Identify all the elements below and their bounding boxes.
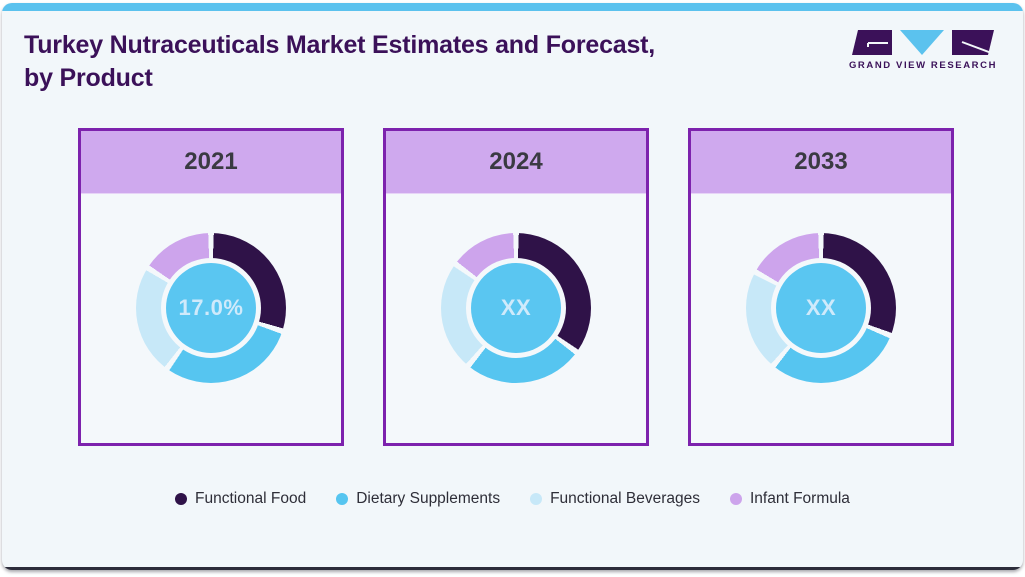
legend-dot-icon (730, 493, 742, 505)
card-2024: 2024 XX (383, 128, 649, 446)
legend-label: Functional Food (195, 490, 307, 507)
top-accent-bar (2, 3, 1023, 11)
legend-item-dietary-supplements: Dietary Supplements (336, 490, 500, 508)
gvr-logo-text: GRAND VIEW RESEARCH (848, 60, 998, 71)
card-year-label: 2024 (386, 131, 646, 194)
card-year-label: 2021 (81, 131, 341, 194)
gvr-logo: GRAND VIEW RESEARCH (848, 30, 998, 71)
main-panel: Turkey Nutraceuticals Market Estimates a… (2, 3, 1023, 570)
chart-legend: Functional Food Dietary Supplements Func… (2, 490, 1023, 508)
page-title: Turkey Nutraceuticals Market Estimates a… (24, 31, 656, 92)
legend-dot-icon (530, 493, 543, 505)
donut-chart-2033: XX (746, 233, 896, 383)
legend-dot-icon (175, 493, 188, 505)
donut-center-value: 17.0% (166, 263, 256, 353)
donut-center-value: XX (471, 263, 561, 353)
donut-chart-2024: XX (441, 233, 591, 383)
legend-label: Dietary Supplements (356, 490, 501, 507)
legend-item-functional-food: Functional Food (175, 490, 306, 508)
bottom-edge-strip (2, 567, 1023, 570)
card-year-label: 2033 (691, 131, 951, 194)
legend-item-functional-beverages: Functional Beverages (530, 490, 700, 508)
legend-label: Functional Beverages (550, 490, 700, 507)
legend-dot-icon (336, 493, 349, 505)
card-2021: 2021 17.0% (78, 128, 344, 446)
donut-center-value: XX (776, 263, 866, 353)
donut-chart-2021: 17.0% (136, 233, 286, 383)
donut-cards-row: 2021 17.0% 2024 XX 2033 (78, 128, 954, 446)
card-2033: 2033 XX (688, 128, 954, 446)
legend-item-infant-formula: Infant Formula (730, 490, 850, 508)
legend-label: Infant Formula (750, 490, 850, 507)
gvr-logo-icon (852, 30, 994, 55)
